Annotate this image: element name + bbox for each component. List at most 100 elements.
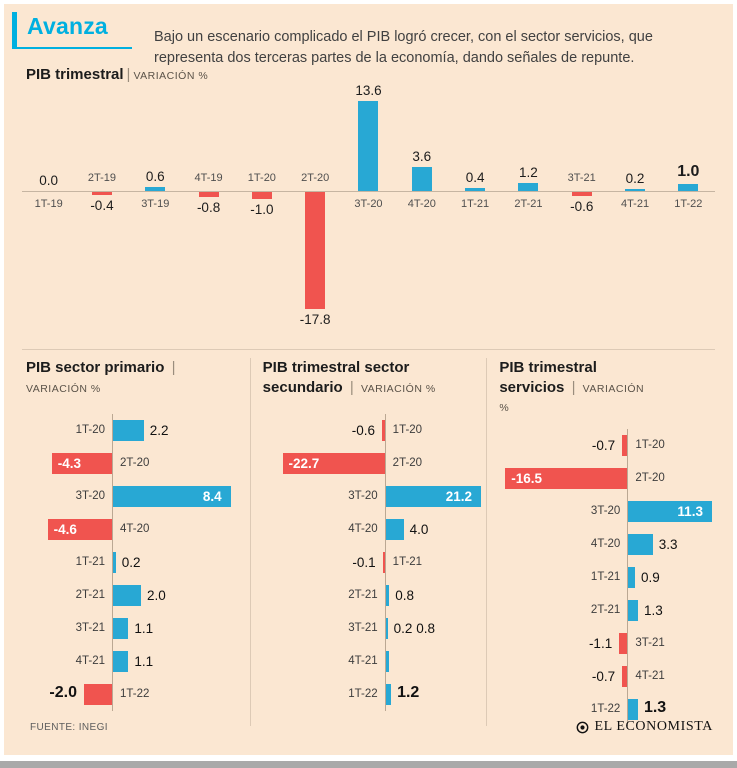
main-chart-title: PIB trimestral | VARIACIÓN %	[26, 66, 733, 83]
quarter-label-2T-20: 2T-20	[301, 172, 330, 184]
quarter-label-1T-22: 1T-22	[674, 198, 703, 210]
zero-axis-line	[112, 414, 113, 711]
quarter-label-3T-21: 3T-21	[75, 622, 105, 634]
chart-title-text: PIB trimestral sector secundario	[262, 359, 410, 396]
chart-row-3T-20: 3T-20 21.2	[263, 480, 483, 513]
bottom-border-strip	[0, 761, 737, 768]
quarter-label-3T-21: 3T-21	[635, 636, 665, 649]
bar-2T-21	[628, 599, 638, 621]
infographic-canvas: Avanza Bajo un escenario complicado el P…	[4, 4, 733, 755]
quarter-label-1T-22: 1T-22	[590, 702, 621, 715]
value-label-1T-21: 0.2	[121, 555, 141, 570]
value-label-3T-20: 8.4	[202, 489, 222, 504]
chart-row-4T-21: 4T-21	[263, 645, 483, 678]
value-label-1T-20: -0.7	[591, 437, 616, 453]
bar-column-1T-20: -1.0 1T-20	[235, 83, 288, 341]
bar-1T-21	[113, 552, 116, 573]
value-label-1T-22: 1.2	[397, 684, 420, 701]
quarter-label-3T-20: 3T-20	[348, 490, 378, 502]
bar-2T-20	[505, 467, 628, 489]
value-label-4T-20: -4.6	[53, 522, 77, 537]
zero-axis-line	[627, 428, 629, 726]
chart-row-2T-21: 2T-21 2.0	[26, 579, 246, 612]
quarter-label-1T-22: 1T-22	[120, 688, 150, 700]
quarter-label-4T-21: 4T-21	[635, 669, 665, 682]
bar-3T-20	[113, 486, 231, 507]
quarter-label-4T-20: 4T-20	[120, 523, 150, 535]
quarter-label-3T-21: 3T-21	[348, 622, 378, 634]
bar-1T-20	[251, 192, 272, 199]
chart-row-2T-20: 2T-20 -22.7	[263, 447, 483, 480]
bar-1T-20	[622, 434, 628, 456]
chart-row-3T-20: 3T-20 8.4	[26, 480, 246, 513]
quarter-label-1T-20: 1T-20	[75, 424, 105, 436]
bar-3T-19	[145, 187, 166, 191]
bar-1T-20	[381, 420, 385, 441]
value-label-2T-20: -17.8	[299, 312, 331, 328]
chart-servicios: PIB trimestral servicios | VARIACIÓN % 1…	[486, 358, 723, 726]
quarter-label-2T-19: 2T-19	[87, 172, 117, 184]
value-label-4T-20: 3.6	[412, 149, 432, 165]
chart-row-2T-21: 2T-21 1.3	[499, 594, 719, 627]
title-separator: |	[126, 66, 131, 83]
title-separator: |	[171, 359, 176, 376]
quarter-label-1T-21: 1T-21	[75, 556, 105, 568]
chart-title-servicios: PIB trimestral servicios | VARIACIÓN %	[499, 358, 651, 417]
bar-1T-22	[385, 684, 392, 705]
bar-1T-22	[84, 684, 112, 705]
quarter-label-4T-19: 4T-19	[194, 172, 223, 184]
el-economista-wordmark: EL ECONOMISTA	[594, 719, 713, 734]
chart-row-4T-21: 4T-21 -0.7	[499, 660, 719, 693]
chart-sector-primario: PIB sector primario | VARIACIÓN % 1T-20 2…	[14, 358, 250, 726]
bar-3T-21	[113, 618, 129, 639]
main-chart-subtitle: VARIACIÓN %	[133, 70, 209, 82]
bar-1T-22	[678, 184, 699, 191]
bar-3T-21	[619, 632, 628, 654]
bar-column-4T-20: 3.6 4T-20	[395, 83, 448, 341]
quarter-label-4T-21: 4T-21	[75, 655, 105, 667]
quarter-label-4T-21: 4T-21	[348, 655, 378, 667]
value-label-2T-19: -0.4	[90, 197, 114, 213]
value-label-1T-20: -1.0	[250, 201, 274, 217]
bar-2T-20	[282, 453, 385, 474]
bar-column-2T-19: -0.4 2T-19	[75, 83, 128, 341]
bar-column-4T-19: -0.8 4T-19	[182, 83, 235, 341]
quarter-label-1T-20: 1T-20	[635, 438, 665, 451]
quarter-label-1T-21: 1T-21	[461, 198, 490, 210]
source-credit: FUENTE: INEGI	[30, 721, 108, 733]
value-label-3T-21: 1.1	[134, 621, 154, 636]
value-label-1T-22: 1.0	[677, 163, 700, 181]
bar-column-1T-21: 0.4 1T-21	[448, 83, 501, 341]
bar-column-3T-20: 13.6 3T-20	[342, 83, 395, 341]
value-label-1T-21: 0.4	[465, 170, 485, 186]
chart-row-1T-22: 1T-22 1.3	[499, 693, 719, 726]
quarter-label-3T-20: 3T-20	[354, 198, 383, 210]
quarter-label-1T-21: 1T-21	[590, 570, 621, 583]
bar-2T-20	[51, 453, 112, 474]
chart-row-1T-20: 1T-20 2.2	[26, 414, 246, 447]
chart-row-4T-21: 4T-21 1.1	[26, 645, 246, 678]
value-label-3T-21: -1.1	[588, 635, 613, 651]
main-chart-section: PIB trimestral | VARIACIÓN % 0.0 1T-19 -0.4 2…	[22, 66, 733, 341]
quarter-label-1T-20: 1T-20	[247, 172, 276, 184]
chart-row-1T-20: 1T-20 -0.6	[263, 414, 483, 447]
chart-title-primario: PIB sector primario | VARIACIÓN %	[26, 358, 194, 402]
value-label-4T-19: -0.8	[196, 200, 221, 216]
value-label-3T-20: 21.2	[445, 489, 473, 504]
chart-row-4T-20: 4T-20 3.3	[499, 528, 719, 561]
zero-axis-line	[22, 191, 715, 192]
chart-subtitle: VARIACIÓN %	[26, 382, 101, 395]
bar-2T-21	[113, 585, 141, 606]
chart-row-3T-21: 3T-21 -1.1	[499, 627, 719, 660]
value-label-4T-21: 1.1	[134, 654, 154, 669]
bar-4T-20	[411, 167, 432, 191]
bar-1T-22	[628, 698, 638, 720]
chart-row-1T-22: 1T-22 -2.0	[26, 678, 246, 711]
quarter-label-1T-19: 1T-19	[34, 198, 63, 210]
value-label-3T-19: 0.6	[145, 169, 165, 185]
chart-row-2T-20: 2T-20 -16.5	[499, 462, 719, 495]
value-label-4T-21: 0.2	[625, 171, 645, 186]
chart-row-2T-20: 2T-20 -4.3	[26, 447, 246, 480]
quarter-label-1T-20: 1T-20	[392, 424, 423, 436]
bar-1T-20	[113, 420, 144, 441]
